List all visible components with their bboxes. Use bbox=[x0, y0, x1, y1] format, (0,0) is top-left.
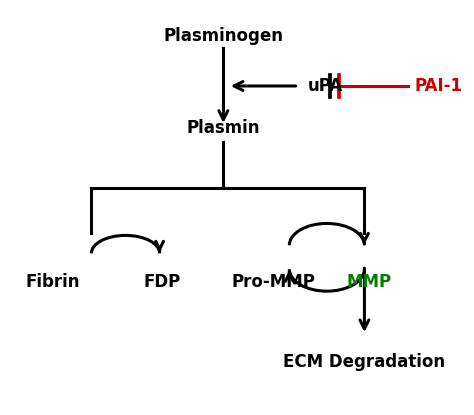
Text: MMP: MMP bbox=[346, 273, 392, 291]
Text: PAI-1: PAI-1 bbox=[414, 77, 463, 95]
Text: uPA: uPA bbox=[308, 77, 343, 95]
Text: Pro-MMP: Pro-MMP bbox=[231, 273, 315, 291]
Text: FDP: FDP bbox=[143, 273, 181, 291]
Text: Fibrin: Fibrin bbox=[26, 273, 80, 291]
Text: Plasmin: Plasmin bbox=[187, 119, 260, 137]
Text: ECM Degradation: ECM Degradation bbox=[283, 353, 446, 371]
Text: Plasminogen: Plasminogen bbox=[164, 27, 283, 45]
